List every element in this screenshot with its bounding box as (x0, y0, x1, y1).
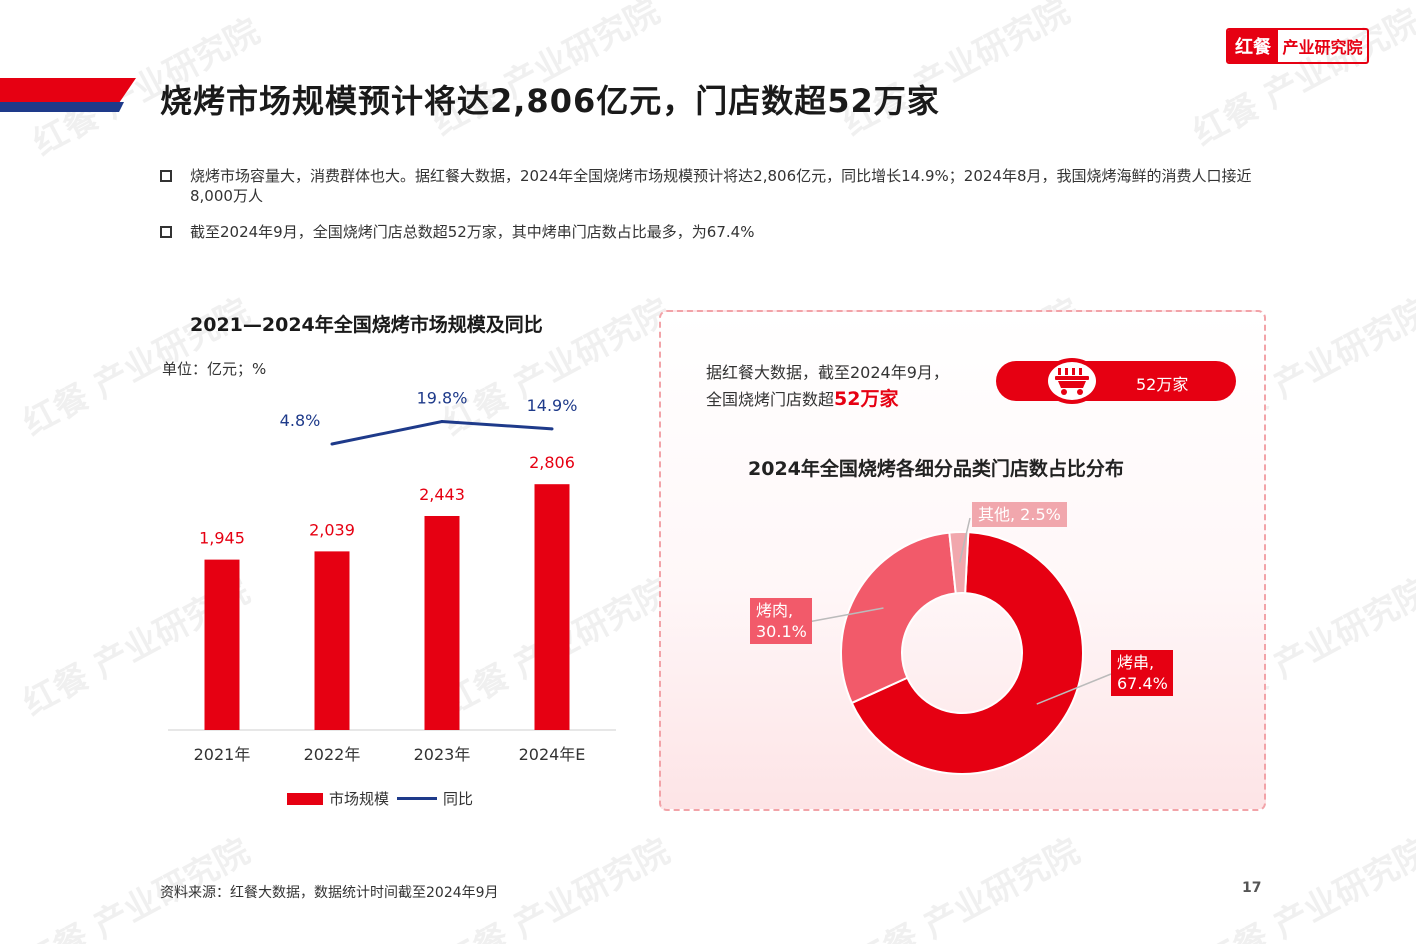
pie-slice-skewer (850, 531, 1084, 775)
unit-label: 单位：亿元；% (162, 360, 267, 378)
bullet-square-icon (160, 226, 172, 238)
bar-market-size (314, 551, 350, 730)
yoy-value-label: 19.8% (417, 389, 468, 408)
pie-leader-line (807, 607, 884, 623)
logo-text: 产业研究院 (1282, 38, 1363, 57)
title-accent-red (0, 78, 136, 102)
store-count-highlight: 52万家 (834, 388, 899, 410)
summary-bullets: 烧烤市场容量大，消费群体也大。据红餐大数据，2024年全国烧烤市场规模预计将达2… (160, 166, 1270, 258)
brand-logo: 红餐 产业研究院 (1226, 28, 1369, 64)
bullet-text: 截至2024年9月，全国烧烤门店总数超52万家，其中烤串门店数占比最多，为67.… (190, 223, 755, 241)
store-count-text-line2: 全国烧烤门店数超52万家 (706, 386, 949, 413)
bar-market-size (534, 484, 570, 730)
bullet-square-icon (160, 170, 172, 182)
watermark: 红餐 产业研究院 (836, 0, 1077, 144)
legend-bar-swatch (287, 792, 323, 805)
pie-label-skewer: 烤串, 67.4% (1111, 650, 1173, 696)
x-tick-label: 2024年E (519, 745, 586, 764)
yoy-value-label: 4.8% (280, 411, 321, 430)
bar-value-label: 1,945 (199, 529, 245, 548)
bullet-text: 烧烤市场容量大，消费群体也大。据红餐大数据，2024年全国烧烤市场规模预计将达2… (190, 167, 1252, 205)
bar-value-label: 2,806 (529, 453, 575, 472)
store-count-text-line1: 据红餐大数据，截至2024年9月， (706, 363, 949, 382)
x-tick-label: 2023年 (414, 745, 471, 764)
x-tick-label: 2022年 (304, 745, 361, 764)
source-note: 资料来源：红餐大数据，数据统计时间截至2024年9月 (160, 885, 499, 901)
bullet-item: 烧烤市场容量大，消费群体也大。据红餐大数据，2024年全国烧烤市场规模预计将达2… (160, 166, 1270, 206)
legend-line-label: 同比 (443, 790, 474, 808)
chart-legend: 市场规模 同比 (287, 788, 473, 809)
market-size-chart: 1,945 2021年 2,039 2022年 2,443 2023年 2,806 2024年… (168, 389, 616, 764)
bar-market-size (204, 559, 240, 730)
pie-slice-meat (840, 531, 957, 705)
grill-icon (1055, 368, 1089, 395)
watermark: 红餐 产业研究院 (426, 0, 667, 144)
bar-chart-title: 2021—2024年全国烧烤市场规模及同比 (190, 314, 543, 336)
pie-leader-line (958, 517, 971, 563)
yoy-point (440, 420, 444, 423)
watermark: 红餐 产业研究院 (1186, 1, 1416, 154)
page-title: 烧烤市场规模预计将达2,806亿元，门店数超52万家 (160, 82, 940, 120)
store-count-text: 据红餐大数据，截至2024年9月， 全国烧烤门店数超52万家 (706, 360, 949, 413)
logo-mark: 红餐 (1228, 30, 1278, 62)
pie-label-other: 其他, 2.5% (972, 502, 1067, 527)
pill-label: 52万家 (1136, 375, 1189, 394)
yoy-point (330, 442, 334, 446)
store-count-prefix: 全国烧烤门店数超 (706, 390, 835, 409)
watermark: 红餐 产业研究院 (1196, 831, 1416, 944)
yoy-value-label: 14.9% (527, 396, 578, 415)
legend-line-swatch (397, 797, 438, 800)
pie-leader-line (1036, 673, 1112, 705)
x-tick-label: 2021年 (194, 745, 251, 764)
category-donut-chart (807, 517, 1112, 775)
yoy-line (331, 419, 553, 446)
yoy-point (550, 427, 554, 431)
bar-value-label: 2,443 (419, 485, 465, 504)
bullet-item: 截至2024年9月，全国烧烤门店总数超52万家，其中烤串门店数占比最多，为67.… (160, 222, 1270, 242)
pie-chart-title: 2024年全国烧烤各细分品类门店数占比分布 (748, 458, 1124, 480)
watermark: 红餐 产业研究院 (846, 831, 1087, 944)
title-accent-blue (0, 102, 124, 112)
pie-label-meat: 烤肉, 30.1% (750, 598, 812, 644)
store-count-pill (996, 361, 1236, 401)
legend-bar-label: 市场规模 (329, 790, 390, 808)
page-number: 17 (1242, 880, 1262, 896)
bar-value-label: 2,039 (309, 520, 355, 539)
bar-market-size (424, 515, 460, 730)
